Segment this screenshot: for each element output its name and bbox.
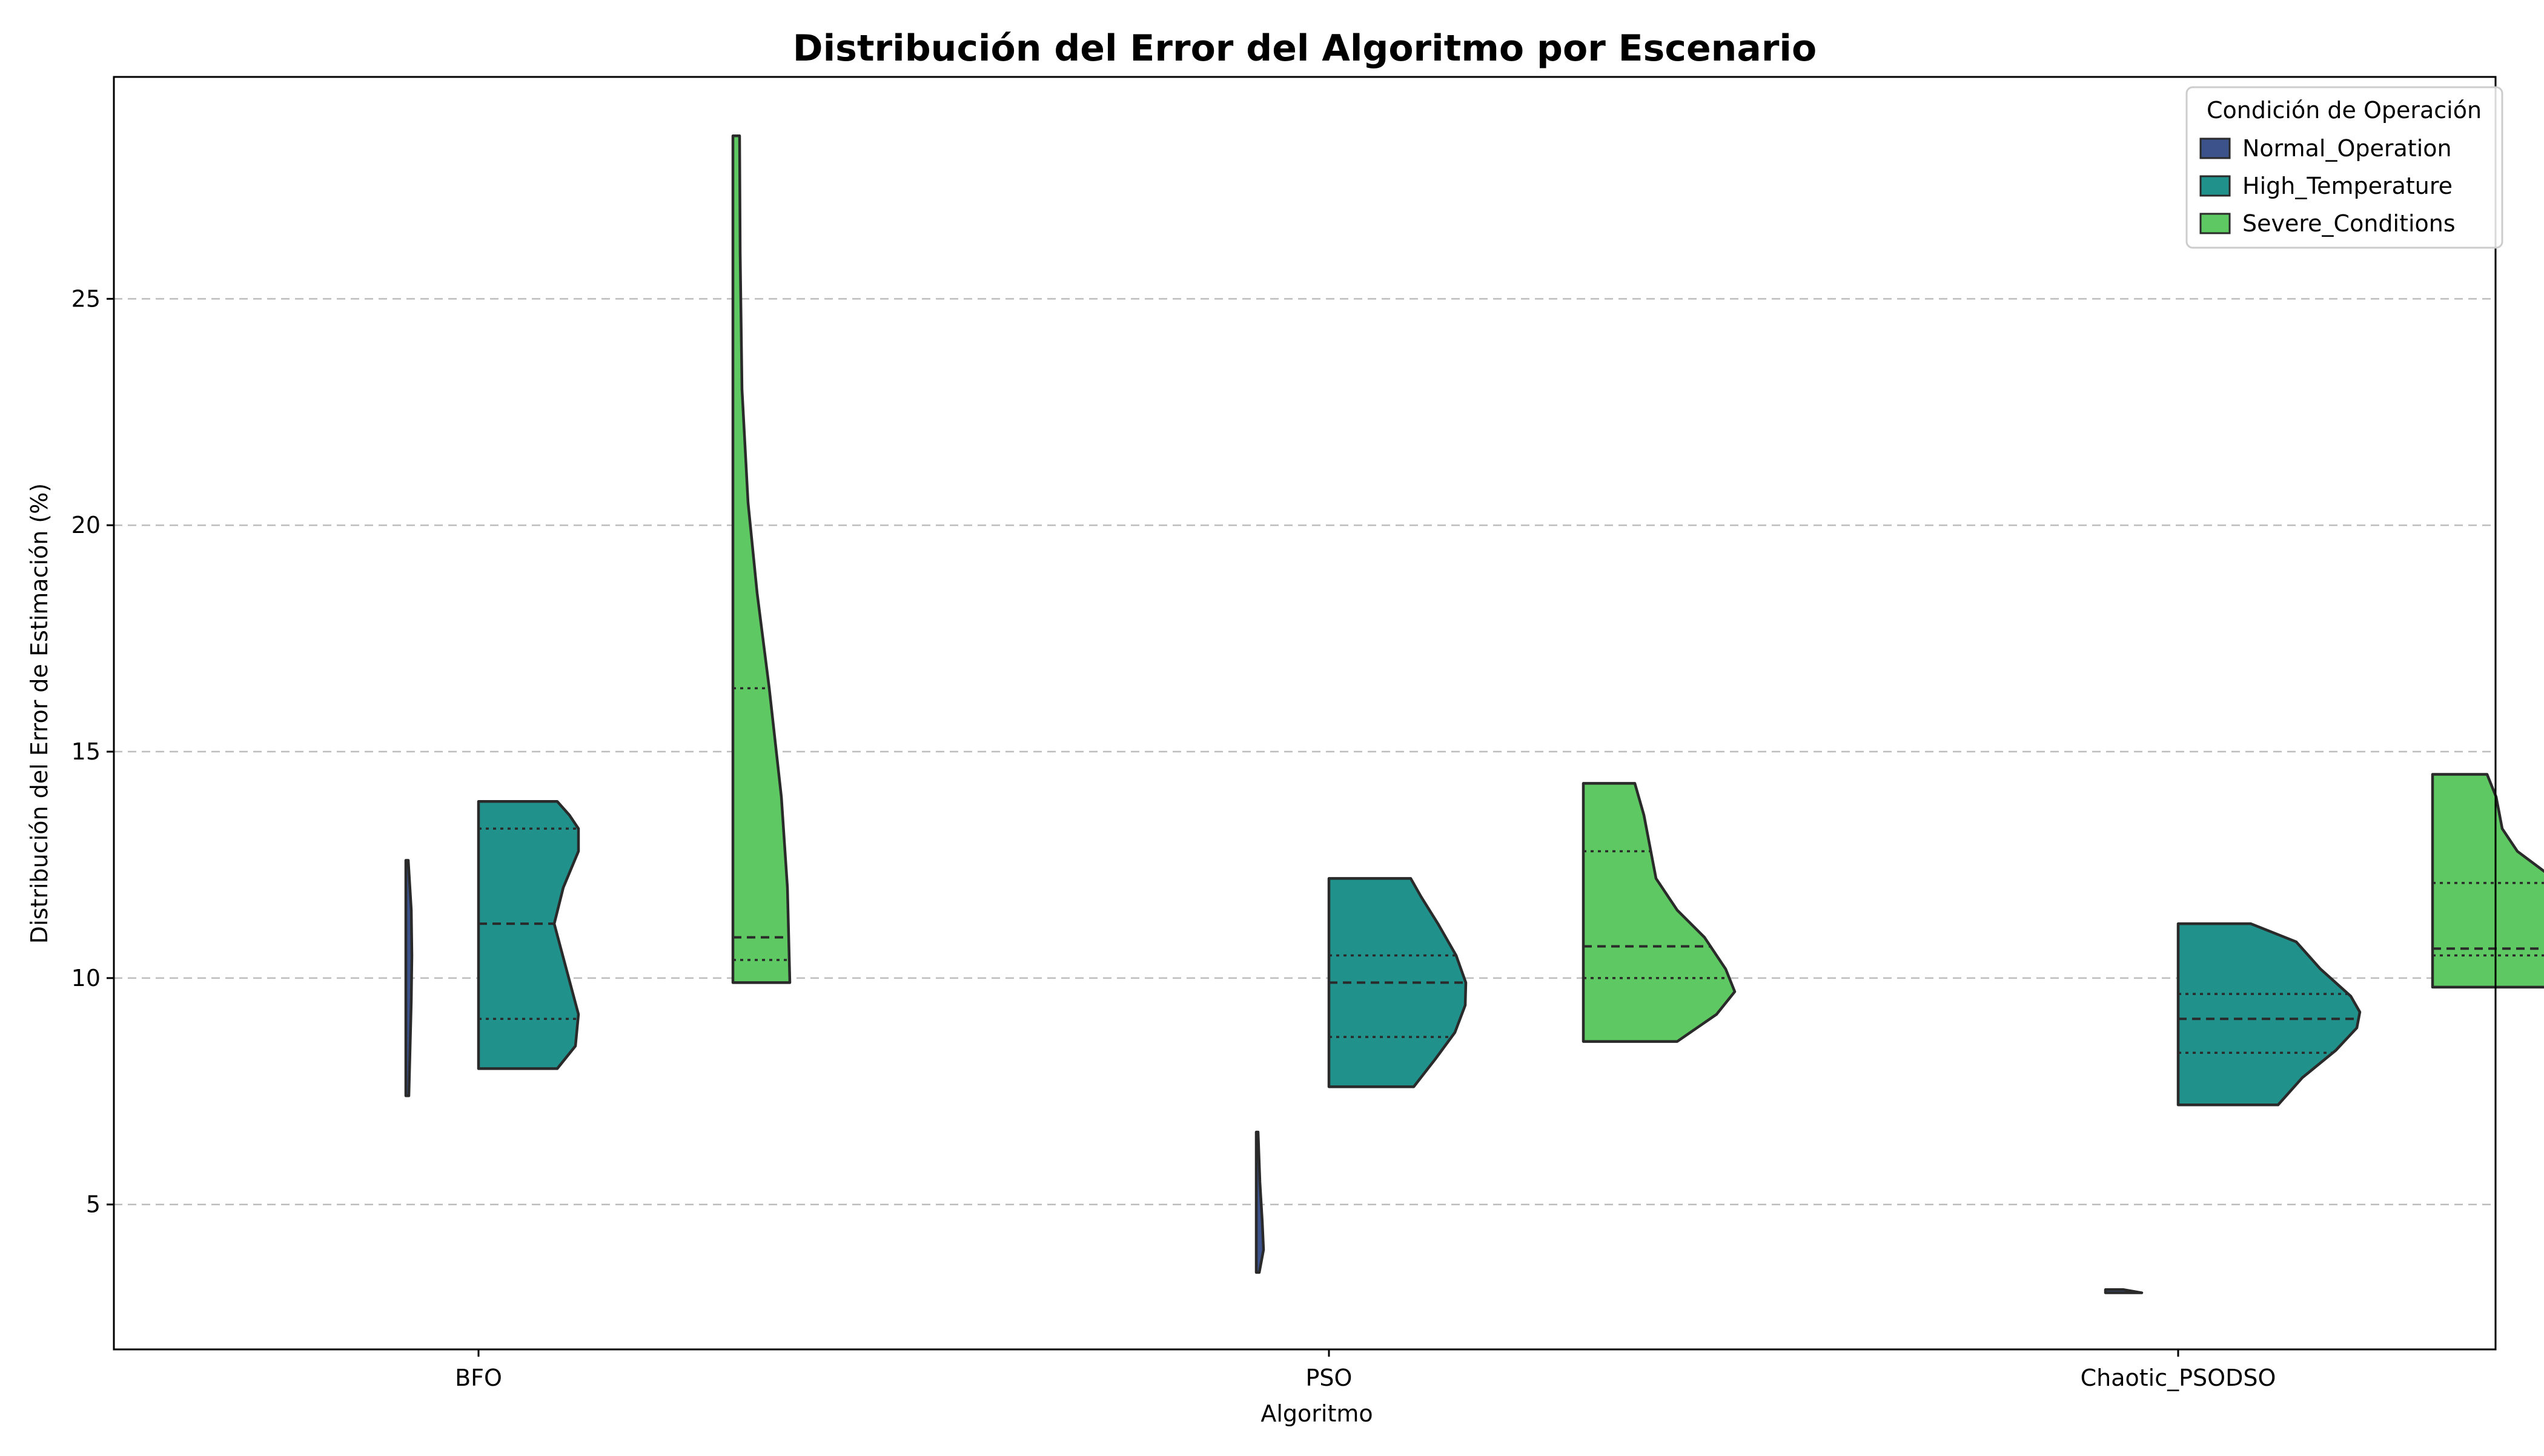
violin-severe-conditions bbox=[731, 134, 792, 984]
y-tick-label: 5 bbox=[86, 1191, 101, 1218]
plot-area-frame bbox=[113, 76, 2497, 1351]
violin-severe-conditions bbox=[2431, 773, 2544, 989]
y-tick-label: 10 bbox=[71, 965, 101, 991]
y-tick-label: 15 bbox=[71, 738, 101, 765]
violin-normal-operation bbox=[2104, 1288, 2144, 1294]
violin-layer bbox=[404, 134, 2544, 1294]
legend-swatch bbox=[2199, 137, 2231, 159]
x-tick-label: BFO bbox=[455, 1365, 502, 1391]
y-tick-label: 25 bbox=[71, 285, 101, 312]
violin-high-temperature bbox=[2176, 922, 2362, 1107]
x-tick-label: Chaotic_PSODSO bbox=[2081, 1365, 2276, 1391]
chart-title: Distribución del Error del Algoritmo por… bbox=[793, 27, 1817, 70]
legend-title: Condición de Operación bbox=[2207, 97, 2482, 124]
y-axis-label: Distribución del Error de Estimación (%) bbox=[26, 483, 53, 944]
x-tick-label: PSO bbox=[1306, 1365, 1353, 1391]
x-axis-label: Algoritmo bbox=[1260, 1400, 1373, 1427]
legend: Condición de Operación Normal_Operation H… bbox=[2185, 86, 2503, 249]
violin-severe-conditions bbox=[1582, 782, 1737, 1043]
violin-normal-operation bbox=[404, 859, 414, 1097]
violin-normal-operation bbox=[1254, 1130, 1265, 1274]
legend-swatch bbox=[2199, 175, 2231, 197]
legend-label: Severe_Conditions bbox=[2242, 210, 2456, 237]
grid-layer bbox=[114, 298, 2496, 1205]
legend-label: High_Temperature bbox=[2242, 173, 2453, 199]
y-tick-label: 20 bbox=[71, 512, 101, 538]
legend-swatch bbox=[2199, 213, 2231, 234]
legend-label: Normal_Operation bbox=[2242, 135, 2452, 162]
violin-high-temperature bbox=[1327, 877, 1468, 1088]
violin-high-temperature bbox=[477, 800, 580, 1070]
legend-entries: Normal_Operation High_Temperature Severe_C… bbox=[2199, 135, 2456, 237]
axis-layer: 5 10 15 20 25 BFO PSO Chaotic_PSODSO bbox=[71, 285, 2276, 1391]
legend-frame bbox=[2185, 86, 2503, 249]
